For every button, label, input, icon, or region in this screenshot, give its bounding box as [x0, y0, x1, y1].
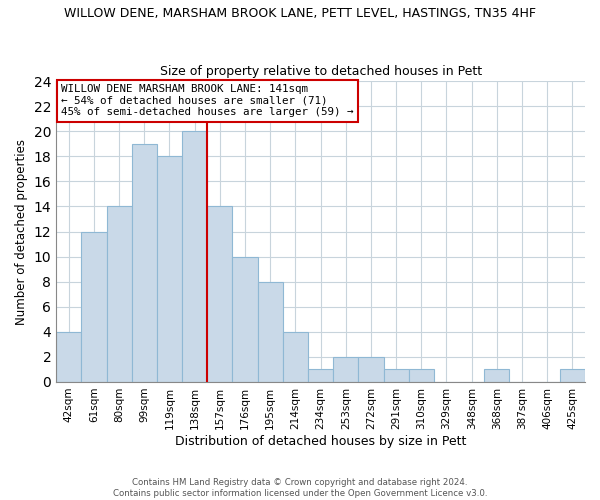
Text: WILLOW DENE MARSHAM BROOK LANE: 141sqm
← 54% of detached houses are smaller (71): WILLOW DENE MARSHAM BROOK LANE: 141sqm ←…: [61, 84, 354, 117]
Bar: [132, 144, 157, 382]
Bar: [232, 256, 257, 382]
Bar: [358, 357, 383, 382]
Bar: [560, 370, 585, 382]
Bar: [182, 131, 207, 382]
Bar: [283, 332, 308, 382]
Bar: [56, 332, 82, 382]
Bar: [383, 370, 409, 382]
Bar: [409, 370, 434, 382]
Bar: [82, 232, 107, 382]
Title: Size of property relative to detached houses in Pett: Size of property relative to detached ho…: [160, 66, 482, 78]
Bar: [484, 370, 509, 382]
Y-axis label: Number of detached properties: Number of detached properties: [15, 138, 28, 324]
Bar: [207, 206, 232, 382]
Bar: [308, 370, 333, 382]
Bar: [157, 156, 182, 382]
X-axis label: Distribution of detached houses by size in Pett: Distribution of detached houses by size …: [175, 434, 466, 448]
Bar: [333, 357, 358, 382]
Text: Contains HM Land Registry data © Crown copyright and database right 2024.
Contai: Contains HM Land Registry data © Crown c…: [113, 478, 487, 498]
Bar: [257, 282, 283, 382]
Text: WILLOW DENE, MARSHAM BROOK LANE, PETT LEVEL, HASTINGS, TN35 4HF: WILLOW DENE, MARSHAM BROOK LANE, PETT LE…: [64, 8, 536, 20]
Bar: [107, 206, 132, 382]
